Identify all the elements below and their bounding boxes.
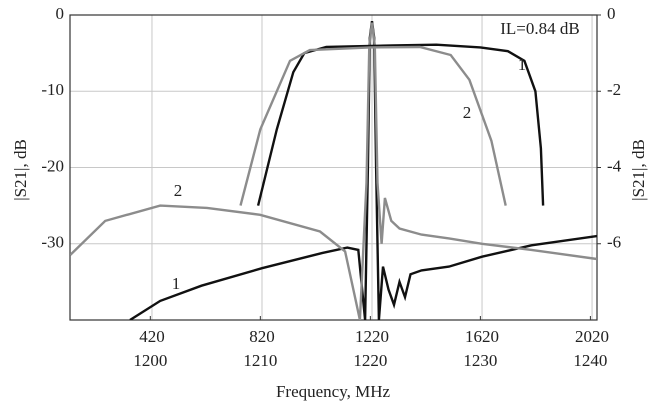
annotation: 1 bbox=[518, 55, 527, 74]
x-tick-label: 420 bbox=[139, 327, 165, 346]
y2-axis-label: |S21|, dB bbox=[629, 139, 648, 201]
y2-tick-label: -6 bbox=[607, 233, 621, 252]
y-tick-label: 0 bbox=[56, 4, 65, 23]
y-tick-label: -30 bbox=[41, 233, 64, 252]
annotation: 2 bbox=[174, 181, 183, 200]
x-tick-label: 1220 bbox=[355, 327, 389, 346]
y2-tick-label: -4 bbox=[607, 156, 622, 175]
annotation: IL=0.84 dB bbox=[500, 19, 579, 38]
x2-tick-label: 1230 bbox=[463, 351, 497, 370]
series-line bbox=[239, 45, 507, 206]
x2-tick-label: 1200 bbox=[133, 351, 167, 370]
series-line bbox=[256, 43, 545, 206]
y-axis-label: |S21|, dB bbox=[11, 139, 30, 201]
y2-tick-label: -2 bbox=[607, 80, 621, 99]
x2-tick-label: 1210 bbox=[243, 351, 277, 370]
series-line bbox=[70, 22, 597, 320]
x-tick-label: 1620 bbox=[465, 327, 499, 346]
x2-tick-label: 1220 bbox=[353, 351, 387, 370]
x2-tick-label: 1240 bbox=[573, 351, 607, 370]
x-tick-label: 820 bbox=[249, 327, 275, 346]
annotation: 2 bbox=[463, 103, 472, 122]
annotation: 1 bbox=[172, 274, 181, 293]
x-axis-label: Frequency, MHz bbox=[276, 382, 391, 401]
y-tick-label: -10 bbox=[41, 80, 64, 99]
y-tick-label: -20 bbox=[41, 156, 64, 175]
plot-frame bbox=[69, 14, 598, 321]
x-tick-label: 2020 bbox=[575, 327, 609, 346]
y2-tick-label: 0 bbox=[607, 4, 616, 23]
